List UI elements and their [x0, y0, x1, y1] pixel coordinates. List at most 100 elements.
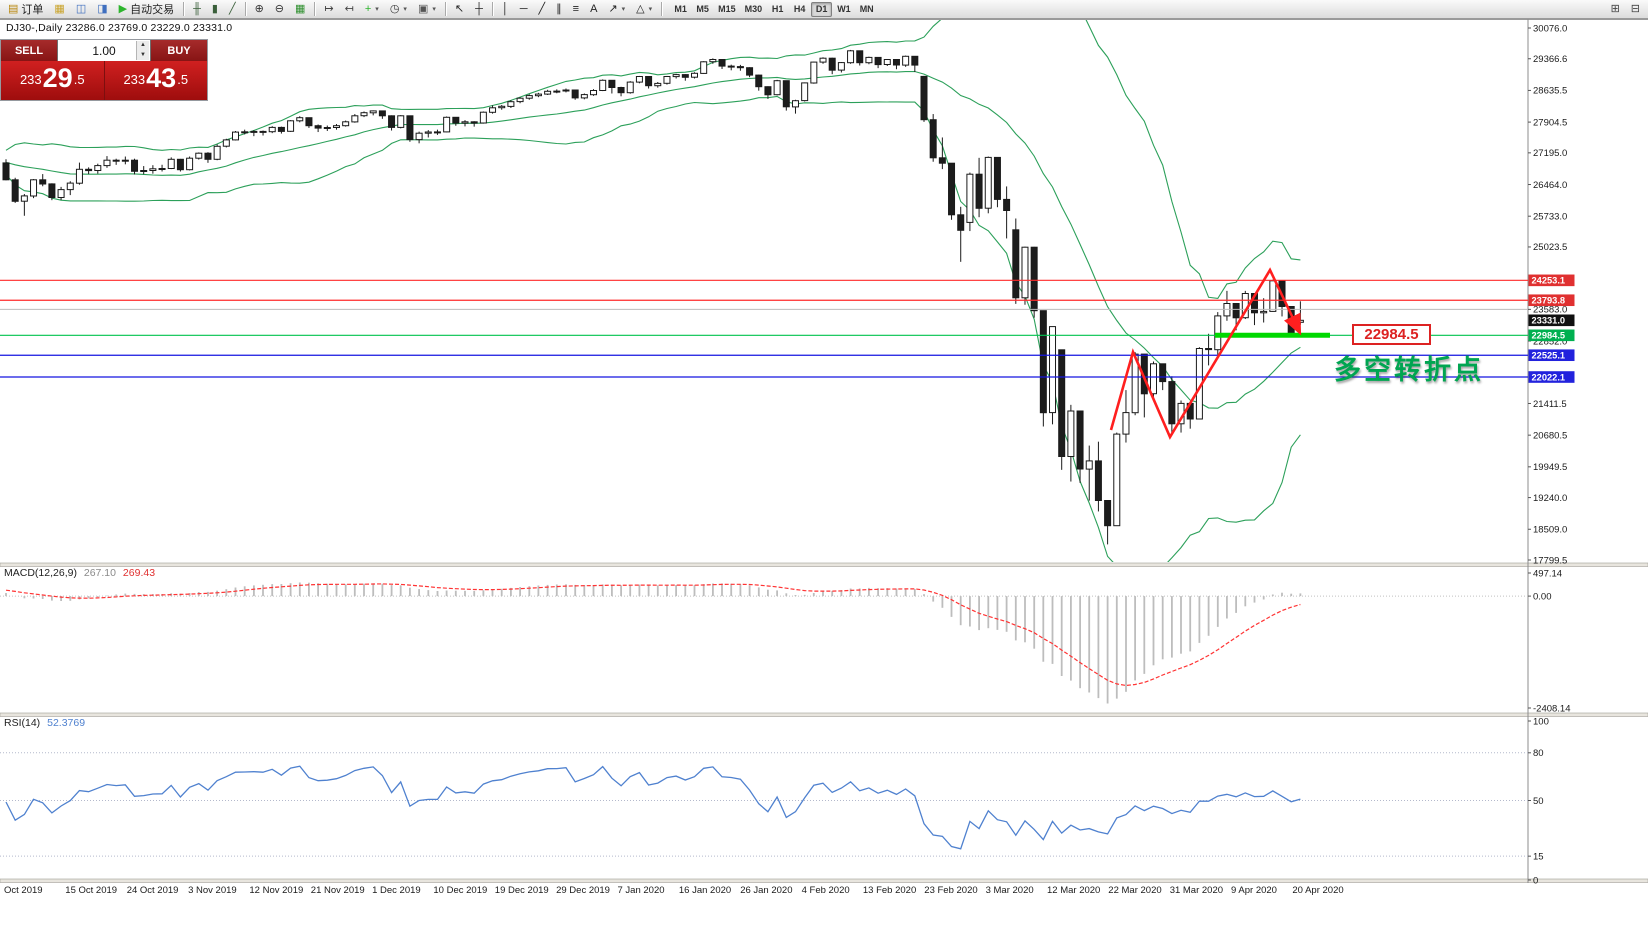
svg-text:17799.5: 17799.5 [1533, 555, 1567, 566]
svg-text:100: 100 [1533, 716, 1549, 727]
period-icon[interactable]: ◷ ▾ [385, 1, 412, 18]
fibonacci-icon: ≡ [572, 2, 580, 15]
channel-icon[interactable]: ∥ [551, 1, 567, 18]
new-chart-icon[interactable]: + ▾ [360, 1, 384, 18]
bollinger-upper-band [5, 20, 1301, 299]
cursor-icon[interactable]: ↖ [450, 1, 469, 18]
text-label-icon[interactable]: A [585, 1, 602, 18]
line-chart-icon[interactable]: ╱ [224, 1, 241, 18]
trendline-icon[interactable]: ╱ [534, 1, 551, 18]
svg-text:24253.1: 24253.1 [1532, 276, 1566, 286]
volume-field[interactable]: 1.00 ▲ ▼ [58, 40, 150, 61]
shapes-tool-icon: △ [636, 2, 645, 15]
main-price-pane [0, 20, 1528, 562]
trend-zigzag-line[interactable] [1109, 267, 1302, 440]
price-axis[interactable]: 30076.0 29366.6 28635.5 27904.5 27195.0 26464… [1528, 23, 1575, 886]
crosshair-icon[interactable]: ┼ [470, 1, 488, 18]
buy-button[interactable]: BUY [150, 40, 207, 61]
chart-shift-icon[interactable]: ↤ [340, 1, 359, 18]
svg-text:22022.1: 22022.1 [1532, 372, 1566, 382]
volume-value[interactable]: 1.00 [92, 43, 116, 58]
buy-price[interactable]: 233 43.5 [104, 61, 207, 100]
fibonacci-icon[interactable]: ≡ [568, 1, 584, 18]
svg-text:22852.0: 22852.0 [1533, 336, 1567, 347]
arrows-tool-icon[interactable]: ↗ ▾ [603, 1, 630, 18]
pane-separator[interactable] [0, 562, 1648, 567]
price-tag [1528, 329, 1575, 342]
svg-text:18509.0: 18509.0 [1533, 525, 1567, 536]
svg-text:26 Jan 2020: 26 Jan 2020 [740, 885, 792, 896]
chart-scroll-icon[interactable]: ⊞ [1606, 1, 1625, 18]
svg-text:50: 50 [1533, 796, 1544, 807]
sell-price[interactable]: 233 29.5 [1, 61, 104, 100]
timeframe-m15[interactable]: M15 [714, 2, 740, 17]
svg-text:22525.1: 22525.1 [1532, 351, 1566, 361]
timeframe-h1[interactable]: H1 [767, 2, 788, 17]
timeframe-m1[interactable]: M1 [670, 2, 691, 17]
spin-down-icon[interactable]: ▼ [137, 50, 149, 60]
pane-separator[interactable] [0, 712, 1648, 717]
timeframe-buttons: M1 M5 M15 M30 H1 H4 D1 W1 MN [670, 1, 878, 17]
new-chart-icon: + [364, 2, 372, 15]
toolbar-separator [244, 2, 246, 16]
macd-indicator-label: MACD(12,26,9) 267.10 269.43 [4, 567, 155, 579]
timeframe-m5[interactable]: M5 [692, 2, 713, 17]
rsi-name: RSI(14) [4, 717, 41, 729]
timeframe-mn[interactable]: MN [856, 2, 878, 17]
zoom-in-icon[interactable]: ⊕ [250, 1, 269, 18]
svg-text:1 Dec 2019: 1 Dec 2019 [372, 885, 421, 896]
data-window-icon[interactable]: ◨ [92, 1, 112, 18]
pointer-mode-icon[interactable]: ⊟ [1626, 1, 1645, 18]
svg-text:24 Oct 2019: 24 Oct 2019 [127, 885, 179, 896]
svg-text:23583.0: 23583.0 [1533, 305, 1567, 316]
sell-button[interactable]: SELL [1, 40, 58, 61]
vertical-line-icon[interactable]: │ [497, 1, 514, 18]
timeframe-h4[interactable]: H4 [789, 2, 810, 17]
caret-down-icon: ▾ [621, 6, 626, 13]
svg-text:19240.0: 19240.0 [1533, 493, 1567, 504]
chart-shift-icon: ↤ [344, 2, 354, 15]
turning-point-annotation[interactable]: 多空转折点 [1334, 355, 1484, 385]
shapes-tool-icon[interactable]: △ ▾ [631, 1, 657, 18]
market-watch-icon[interactable]: ◫ [71, 1, 91, 18]
svg-text:19949.5: 19949.5 [1533, 462, 1567, 473]
svg-text:15: 15 [1533, 851, 1544, 862]
svg-text:80: 80 [1533, 748, 1544, 759]
zoom-out-icon[interactable]: ⊖ [270, 1, 289, 18]
template-icon[interactable]: ▣ ▾ [413, 1, 441, 18]
time-axis[interactable]: Oct 2019 15 Oct 2019 24 Oct 2019 3 Nov 2019… [4, 885, 1344, 896]
horizontal-line-icon: ─ [519, 2, 528, 15]
chart-windows-icon[interactable]: ▦ [49, 1, 69, 18]
market-watch-icon: ◫ [75, 2, 87, 15]
bollinger-middle-band [5, 70, 1301, 409]
timeframe-w1[interactable]: W1 [833, 2, 855, 17]
svg-text:3 Nov 2019: 3 Nov 2019 [188, 885, 237, 896]
new-order-button[interactable]: ▤ 订单 [3, 1, 48, 18]
macd-name: MACD(12,26,9) [4, 567, 77, 579]
pane-separator[interactable] [0, 878, 1648, 883]
macd-signal-line [5, 583, 1301, 687]
chart-windows-icon: ▦ [54, 2, 65, 15]
svg-text:0.00: 0.00 [1533, 591, 1552, 602]
svg-text:7 Jan 2020: 7 Jan 2020 [618, 885, 665, 896]
price-level-callout[interactable]: 22984.5 [1352, 324, 1431, 345]
svg-text:-2408.14: -2408.14 [1533, 703, 1571, 714]
spin-up-icon[interactable]: ▲ [137, 41, 149, 51]
svg-text:16 Jan 2020: 16 Jan 2020 [679, 885, 731, 896]
timeframe-d1[interactable]: D1 [811, 1, 833, 17]
horizontal-line-icon[interactable]: ─ [515, 1, 533, 18]
caret-down-icon: ▾ [432, 6, 436, 13]
timeframe-m30[interactable]: M30 [741, 2, 767, 17]
caret-down-icon: ▾ [375, 6, 379, 13]
toolbar-separator [444, 2, 446, 16]
tile-windows-icon[interactable]: ▦ [290, 1, 310, 18]
candlestick-chart-icon[interactable]: ▮ [207, 1, 223, 18]
auto-scroll-icon[interactable]: ↦ [319, 1, 338, 18]
sell-price-big: 29 [42, 63, 73, 93]
bar-chart-icon[interactable]: ╫ [188, 1, 206, 18]
volume-spinner[interactable]: ▲ ▼ [136, 41, 149, 60]
autotrading-button[interactable]: ▶ 自动交易 [114, 1, 179, 18]
svg-text:25023.5: 25023.5 [1533, 242, 1567, 253]
